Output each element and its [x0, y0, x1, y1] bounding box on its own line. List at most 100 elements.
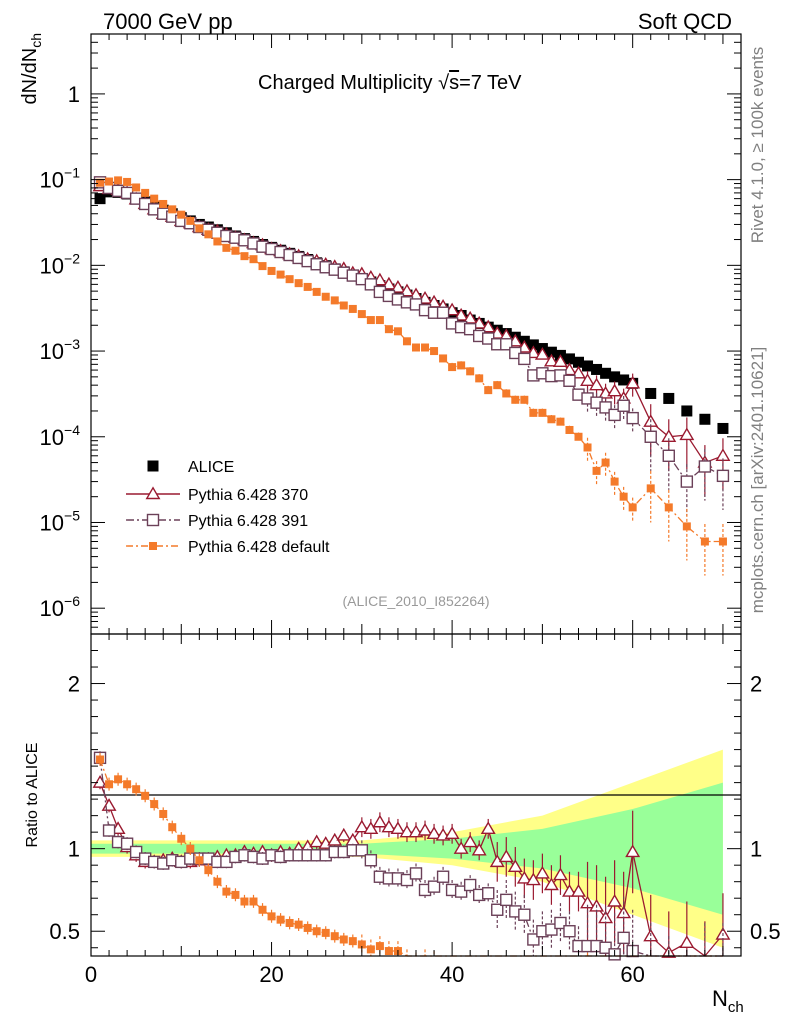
main-y-tick-label: 10−2: [40, 250, 81, 278]
pythia-391-point: [608, 408, 621, 422]
pythia-default-point: [583, 443, 592, 452]
alice-point: [717, 422, 729, 434]
tick-exponent: −4: [64, 422, 80, 438]
pythia-default-point: [150, 194, 159, 203]
pythia-default-point: [231, 246, 240, 255]
pythia-default-point: [646, 484, 655, 493]
ratio-pythia-370-point: [92, 775, 108, 788]
ratio-pythia-default-point: [330, 932, 339, 941]
tick-base: 1: [68, 82, 80, 107]
ratio-pythia-default-point: [285, 918, 294, 927]
title-s: s: [449, 72, 459, 94]
pythia-default-point: [213, 237, 222, 246]
ratio-pythia-370-point: [363, 821, 379, 835]
pythia-default-point: [547, 415, 556, 424]
ratio-pythia-391-point: [436, 870, 450, 883]
pythia-370-point: [580, 373, 595, 386]
ratio-pythia-391-point: [120, 837, 134, 850]
pythia-default-point: [195, 224, 204, 233]
pythia-default-point: [96, 178, 105, 187]
pythia-default-point: [520, 395, 529, 404]
ratio-pythia-370-point: [516, 870, 532, 884]
ratio-pythia-391-series: [93, 751, 724, 961]
alice-point: [527, 339, 539, 351]
ratio-pythia-370-point: [543, 877, 559, 891]
ratio-pythia-default-point: [384, 947, 393, 956]
tick-exponent: −5: [64, 507, 80, 523]
pythia-default-point: [556, 417, 565, 426]
pythia-default-point: [249, 255, 258, 264]
pythia-default-point: [312, 287, 321, 296]
ratio-pythia-391-point: [409, 867, 423, 880]
ratio-panel-ticks: 0.5 0.51 12 20 20 40 60: [49, 633, 781, 987]
pythia-default-point: [718, 537, 727, 546]
pythia-370-point: [462, 310, 478, 324]
ratio-pythia-370-point: [607, 893, 623, 907]
ratio-pythia-default-point: [114, 775, 123, 784]
pythia-default-point: [448, 363, 457, 372]
ratio-pythia-default-point: [312, 927, 321, 936]
pythia-default-point: [682, 522, 691, 531]
pythia-default-point: [348, 304, 357, 313]
ratio-pythia-370-point: [444, 826, 460, 840]
ratio-pythia-391-point: [400, 873, 414, 887]
ratio-pythia-370-point: [471, 842, 487, 856]
pythia-default-point: [439, 354, 448, 363]
pythia-370-point: [399, 283, 415, 297]
legend-label: ALICE: [188, 459, 234, 476]
pythia-default-point: [529, 408, 538, 417]
pythia-default-point: [132, 183, 141, 192]
ratio-pythia-default-point: [249, 897, 258, 906]
ratio-pythia-370-point: [336, 827, 352, 841]
ratio-pythia-default-point: [222, 887, 231, 896]
tick-base: 10: [40, 425, 64, 450]
pythia-default-point: [421, 343, 430, 352]
pythia-391-point: [364, 278, 378, 291]
ratio-pythia-370-point: [507, 859, 523, 873]
tick-exponent: −3: [64, 336, 80, 352]
pythia-default-series: [96, 176, 727, 576]
pythia-default-point: [159, 199, 168, 208]
ratio-pythia-391-point: [355, 844, 369, 857]
pythia-370-point: [480, 319, 496, 333]
ratio-pythia-default-point: [195, 856, 204, 865]
pythia-default-point: [366, 316, 375, 325]
header-right-label: Soft QCD: [638, 9, 732, 34]
alice-point: [618, 374, 630, 386]
ratio-pythia-370-point: [381, 819, 397, 833]
xlabel-main: N: [712, 986, 728, 1011]
ratio-uncertainty-bands: [91, 749, 723, 948]
main-panel-ticks: 10−610−510−410−310−210−11: [40, 33, 742, 635]
legend-label: Pythia 6.428 370: [188, 487, 308, 504]
mcplots-label: mcplots.cern.ch [arXiv:2401.10621]: [748, 347, 767, 613]
ratio-pythia-370-point: [309, 834, 325, 848]
pythia-default-point: [574, 432, 583, 441]
ratio-pythia-default-point: [213, 877, 222, 886]
pythia-370-point: [552, 354, 568, 367]
pythia-391-point: [662, 449, 675, 462]
ratio-pythia-391-point: [617, 931, 630, 945]
pythia-default-point: [466, 367, 475, 376]
title-root: √: [438, 72, 449, 94]
pythia-default-point: [177, 210, 186, 219]
pythia-default-point: [258, 262, 267, 271]
ratio-ylabel: Ratio to ALICE: [24, 743, 41, 848]
ratio-pythia-default-point: [150, 800, 159, 809]
ratio-pythia-default-point: [321, 928, 330, 937]
alice-point: [563, 353, 575, 365]
alice-point: [609, 371, 621, 383]
main-y-tick-label: 1: [68, 82, 80, 107]
tick-exponent: −1: [64, 165, 80, 181]
ratio-pythia-default-point: [366, 945, 375, 954]
ratio-pythia-370-point: [426, 826, 442, 840]
ratio-pythia-default-point: [375, 942, 384, 951]
pythia-default-point: [601, 458, 610, 467]
ratio-pythia-391-point: [599, 941, 612, 954]
ratio-pythia-default-point: [240, 897, 249, 906]
main-panel-data: [92, 176, 731, 576]
tick-exponent: −6: [64, 593, 80, 609]
ratio-pythia-370-point: [462, 834, 478, 848]
xlabel-sub: ch: [728, 999, 744, 1016]
pythia-391-point: [626, 411, 639, 425]
